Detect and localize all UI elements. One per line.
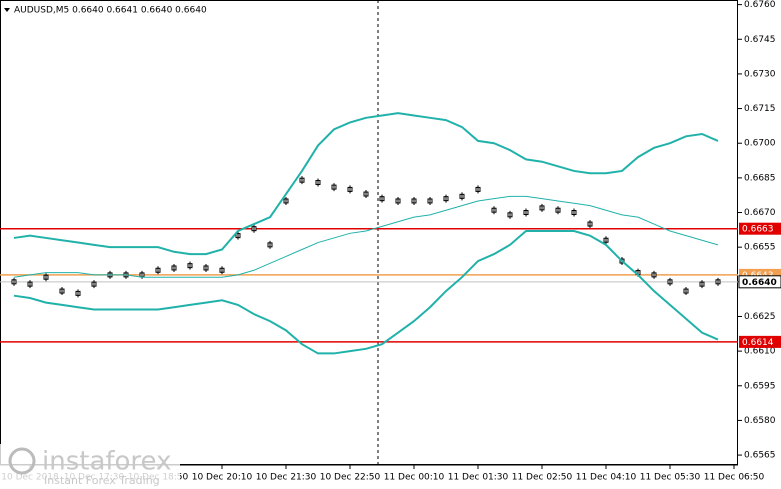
- y-tick-label: 0.6760: [744, 0, 776, 10]
- y-tick-label: 0.6655: [744, 243, 776, 253]
- x-tick-label: 10 Dec 22:50: [320, 473, 381, 483]
- title-arrow: [4, 8, 10, 12]
- chart-title: AUDUSD,M5 0.6640 0.6641 0.6640 0.6640: [14, 6, 207, 16]
- y-tick-label: 0.6745: [744, 35, 776, 45]
- y-tick-label: 0.6700: [744, 139, 776, 149]
- y-tick-label: 0.6625: [744, 312, 776, 322]
- x-tick-label: 11 Dec 01:30: [448, 473, 509, 483]
- price-label: 0.6663: [742, 225, 774, 235]
- x-tick-label: 11 Dec 04:10: [576, 473, 637, 483]
- bollinger-band: [13, 195, 719, 278]
- price-label: 0.6640: [742, 278, 777, 288]
- y-tick-label: 0.6610: [744, 347, 776, 357]
- watermark-logo: [8, 447, 36, 475]
- y-tick-label: 0.6670: [744, 208, 776, 218]
- y-tick-label: 0.6580: [744, 416, 776, 426]
- plot-frame: [0, 0, 738, 465]
- price-label-box: [739, 222, 781, 235]
- bollinger-band: [13, 112, 719, 256]
- y-tick-label: 0.6730: [744, 69, 776, 79]
- price-label-box: [738, 275, 781, 289]
- x-tick-label: 10 Dec 20:10: [192, 473, 253, 483]
- price-label: 0.6614: [742, 338, 774, 348]
- x-tick-label: 11 Dec 00:10: [384, 473, 445, 483]
- y-tick-label: 0.6565: [744, 451, 776, 461]
- price-label-box: [739, 335, 781, 348]
- x-tick-label: 10 Dec 21:30: [256, 473, 317, 483]
- watermark-tagline: Instant Forex Trading: [44, 474, 160, 487]
- x-tick-label: 11 Dec 02:50: [512, 473, 573, 483]
- watermark-brand: instaforex: [42, 447, 171, 477]
- watermark: instaforex Instant Forex Trading: [0, 444, 180, 489]
- y-tick-label: 0.6595: [744, 381, 776, 391]
- x-tick-label: 11 Dec 05:30: [640, 473, 701, 483]
- bollinger-band: [13, 230, 719, 355]
- x-tick-label: 11 Dec 06:50: [704, 473, 765, 483]
- y-tick-label: 0.6685: [744, 173, 776, 183]
- y-tick-label: 0.6715: [744, 104, 776, 114]
